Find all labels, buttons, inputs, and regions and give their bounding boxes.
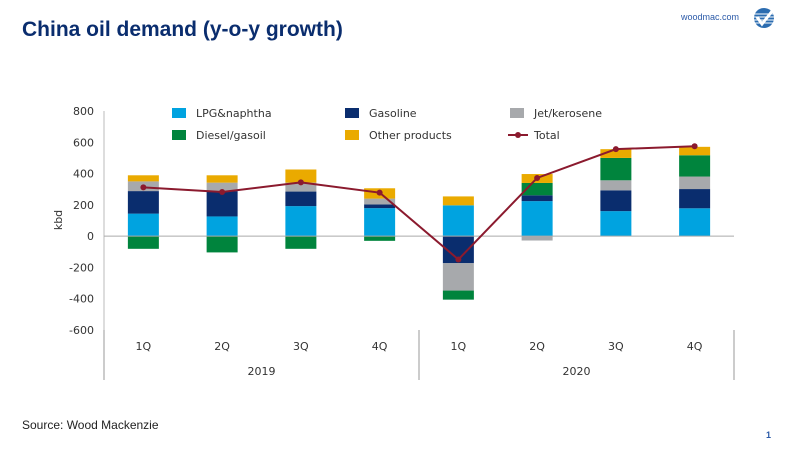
y-tick-label: 0 [87,230,94,243]
bar-jet-kerosene [285,182,317,192]
bar-gasoline [679,189,711,209]
total-point [691,143,698,150]
x-group-label: 2020 [563,365,591,378]
bar-other-products [679,146,711,156]
legend-swatch [345,130,359,140]
total-point [534,174,541,181]
bar-lpg-naphtha [285,206,317,237]
bar-jet-kerosene [600,180,632,191]
legend-label: Jet/kerosene [533,107,602,120]
bar-gasoline [206,191,238,217]
total-point [219,189,226,196]
total-point [376,189,383,196]
y-axis-label: kbd [52,210,65,230]
bar-gasoline [600,190,632,212]
page-number: 1 [766,430,772,440]
bar-diesel-gasoil [206,236,238,253]
bar-jet-kerosene [679,176,711,190]
legend-swatch [345,108,359,118]
y-tick-label: 200 [73,199,94,212]
y-tick-label: 800 [73,105,94,118]
bar-jet-kerosene [442,263,474,291]
bar-lpg-naphtha [442,205,474,237]
legend-label: Total [533,129,560,142]
bar-other-products [600,149,632,158]
total-point [455,256,462,263]
bar-jet-kerosene [364,198,396,205]
x-tick-label: 3Q [608,340,624,353]
bar-lpg-naphtha [521,201,553,237]
legend-swatch [172,108,186,118]
bar-jet-kerosene [206,182,238,192]
bar-diesel-gasoil [364,236,396,241]
bar-lpg-naphtha [600,211,632,237]
legend-swatch-marker [515,132,521,138]
y-tick-label: -400 [69,293,94,306]
legend-label: Other products [369,129,452,142]
bar-diesel-gasoil [679,155,711,177]
bar-gasoline [285,191,317,207]
total-point [140,184,147,191]
x-tick-label: 1Q [451,340,467,353]
bar-diesel-gasoil [442,290,474,300]
legend-swatch [510,108,524,118]
bar-other-products [127,175,159,182]
legend-label: LPG&naphtha [196,107,272,120]
bar-lpg-naphtha [206,216,238,237]
x-group-label: 2019 [248,365,276,378]
x-tick-label: 1Q [136,340,152,353]
total-line [143,145,695,261]
bar-other-products [206,175,238,183]
source-note: Source: Wood Mackenzie [22,418,159,432]
bar-gasoline [127,191,159,214]
x-tick-label: 2Q [529,340,545,353]
bar-gasoline [521,195,553,202]
y-tick-label: -200 [69,261,94,274]
bar-diesel-gasoil [127,236,159,249]
x-tick-label: 3Q [293,340,309,353]
legend-label: Diesel/gasoil [196,129,266,142]
bar-diesel-gasoil [285,236,317,249]
bar-lpg-naphtha [127,213,159,237]
y-tick-label: 600 [73,136,94,149]
x-tick-label: 4Q [372,340,388,353]
legend-swatch [172,130,186,140]
bar-jet-kerosene [521,236,553,241]
bar-other-products [285,169,317,183]
woodmac-logo [754,8,775,28]
page-title: China oil demand (y-o-y growth) [22,18,343,41]
total-point [297,179,304,186]
site-link[interactable]: woodmac.com [681,12,740,22]
bar-lpg-naphtha [679,208,711,237]
y-tick-label: -600 [69,324,94,337]
y-tick-label: 400 [73,168,94,181]
bar-diesel-gasoil [600,157,632,181]
x-tick-label: 2Q [214,340,230,353]
x-tick-label: 4Q [687,340,703,353]
legend-label: Gasoline [369,107,417,120]
bar-gasoline [364,204,396,209]
bar-other-products [442,196,474,206]
total-point [612,146,619,153]
bar-lpg-naphtha [364,208,396,237]
